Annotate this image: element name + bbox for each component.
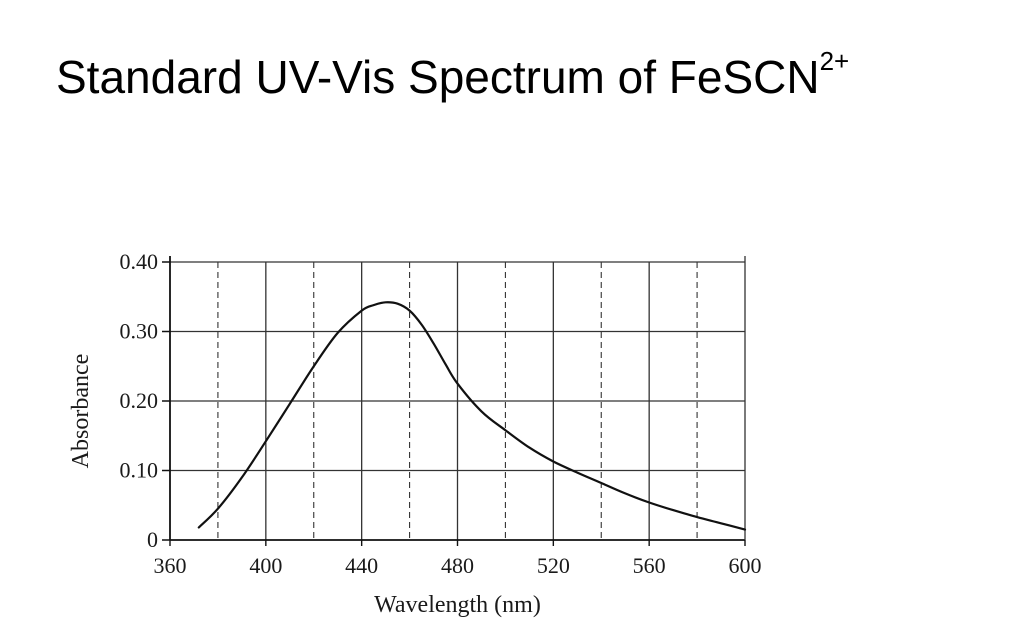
x-tick-label: 560 xyxy=(633,553,666,578)
slide-title-superscript: 2+ xyxy=(819,46,850,76)
x-tick-label: 480 xyxy=(441,553,474,578)
y-tick-label: 0.40 xyxy=(120,249,159,274)
y-axis-label: Absorbance xyxy=(68,354,94,469)
y-tick-label: 0.30 xyxy=(120,319,159,344)
x-tick-label: 440 xyxy=(345,553,378,578)
y-tick-label: 0 xyxy=(147,527,158,552)
series-line xyxy=(197,301,747,531)
y-tick-label: 0.10 xyxy=(120,458,159,483)
y-tick-label: 0.20 xyxy=(120,388,159,413)
x-tick-label: 600 xyxy=(729,553,762,578)
slide-title-text: Standard UV-Vis Spectrum of FeSCN xyxy=(56,51,820,103)
x-tick-label: 400 xyxy=(249,553,282,578)
slide-title: Standard UV-Vis Spectrum of FeSCN2+ xyxy=(56,46,849,104)
x-axis-label: Wavelength (nm) xyxy=(374,592,541,618)
x-tick-label: 520 xyxy=(537,553,570,578)
x-tick-label: 360 xyxy=(154,553,187,578)
